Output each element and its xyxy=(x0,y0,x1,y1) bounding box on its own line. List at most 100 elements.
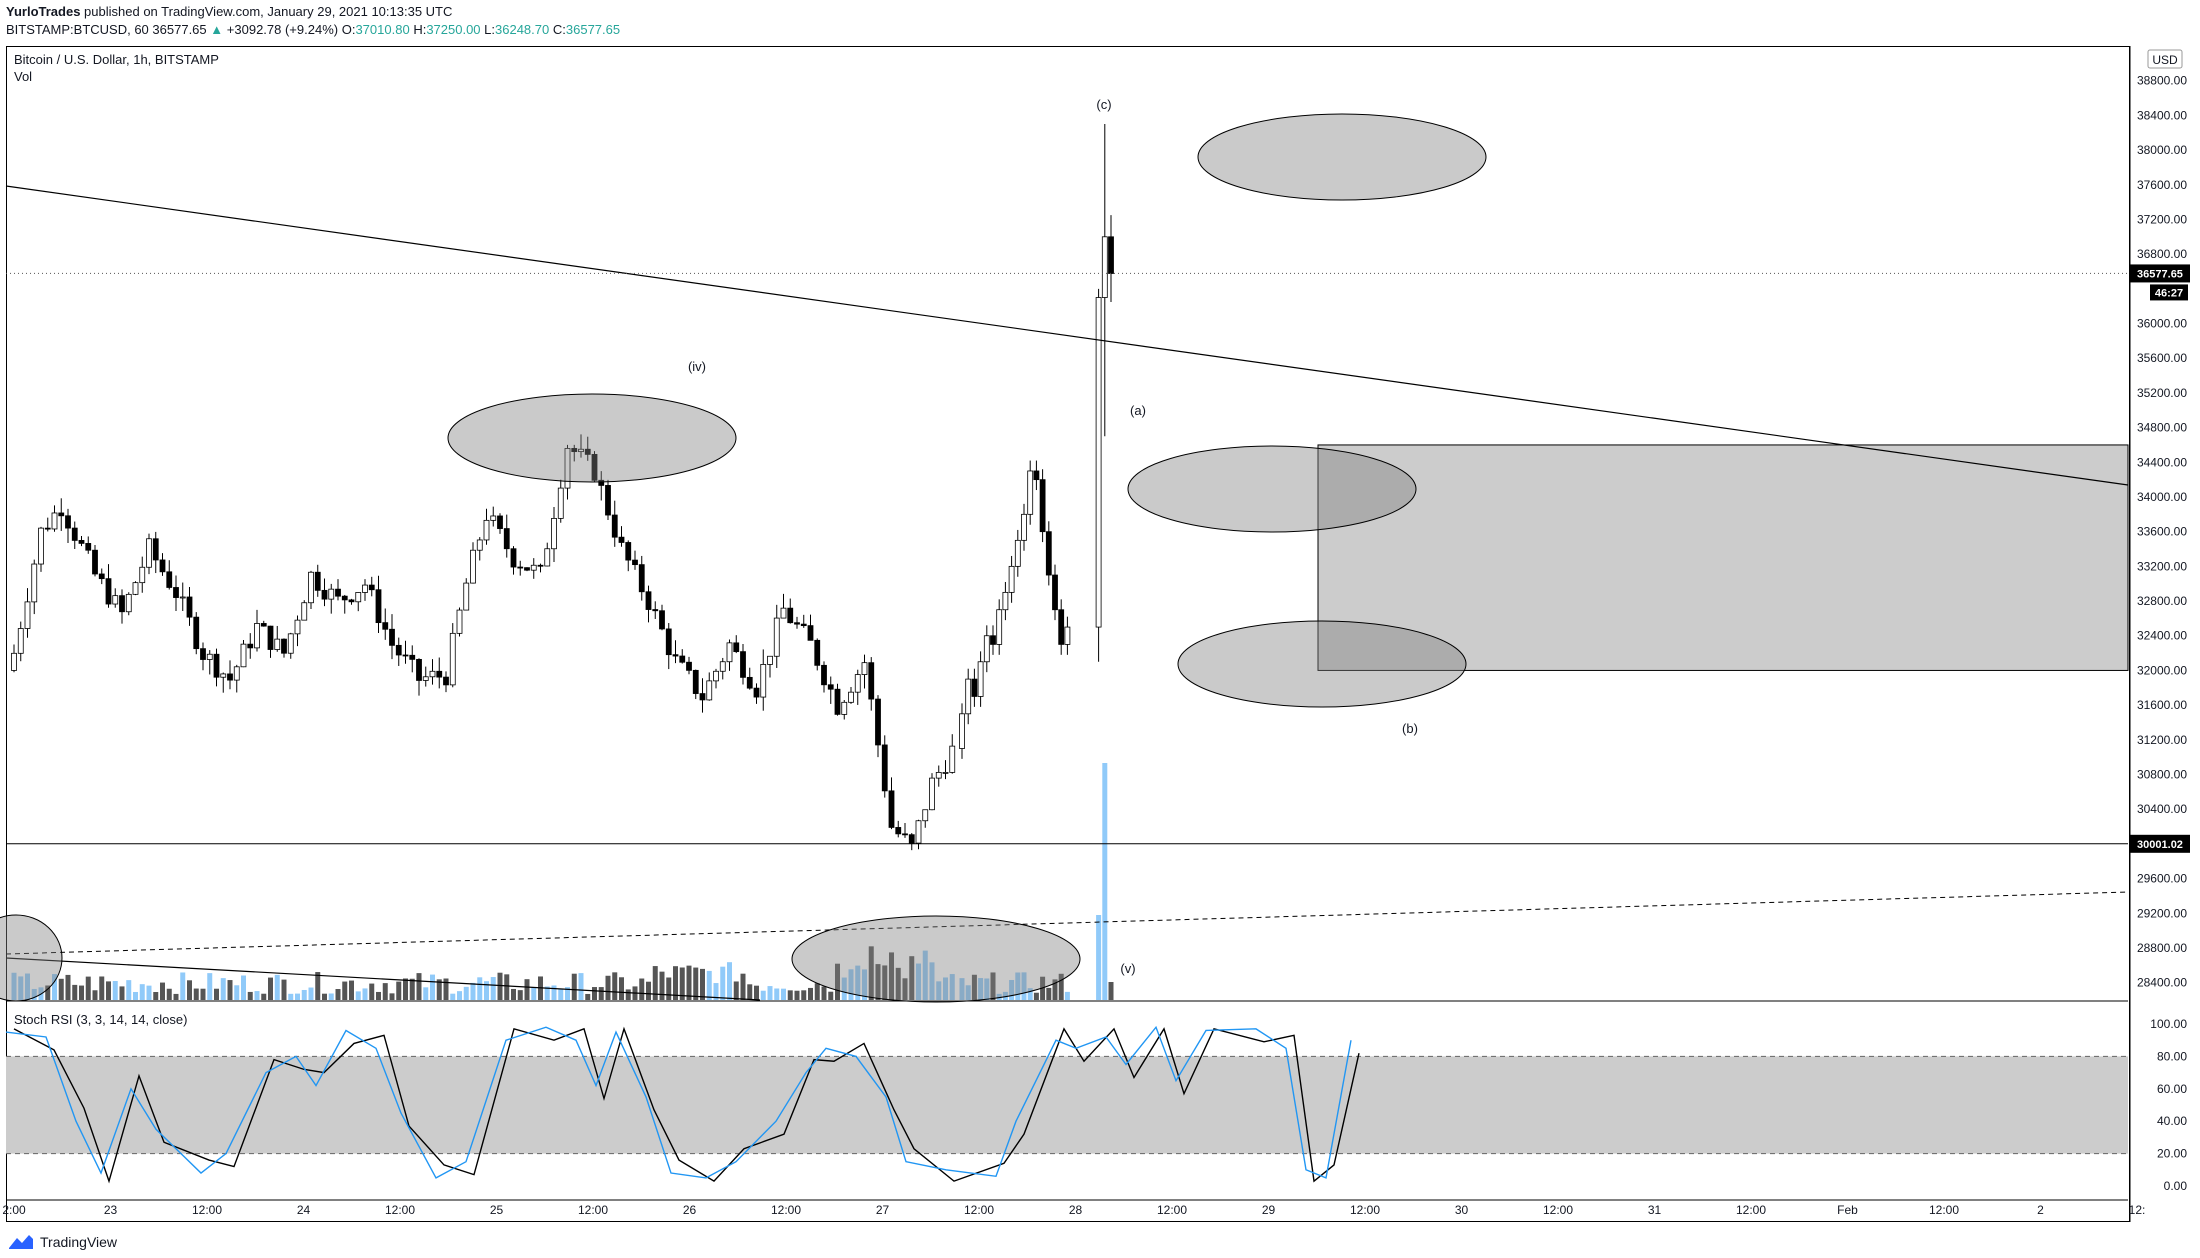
candle-up xyxy=(470,549,476,584)
volume-bar-down xyxy=(200,988,206,1000)
candle-down xyxy=(827,684,834,690)
candle-down xyxy=(78,540,85,544)
volume-bar-up xyxy=(943,977,948,1000)
candle-up xyxy=(959,713,965,749)
time-tick-label: 12:00 xyxy=(1543,1203,1573,1217)
volume-bar-down xyxy=(409,978,415,1000)
volume-bar-down xyxy=(612,972,618,1000)
volume-bar-up xyxy=(1064,991,1070,1000)
price-tick-label: 29200.00 xyxy=(2137,906,2187,920)
price-tick-label: 34400.00 xyxy=(2137,455,2187,469)
volume-bar-up xyxy=(720,966,726,1000)
candle-down xyxy=(335,588,341,597)
volume-bar-up xyxy=(1027,988,1033,1000)
candle-down xyxy=(746,676,753,689)
price-tick-label: 32800.00 xyxy=(2137,594,2187,608)
volume-bar-down xyxy=(875,964,881,1000)
candle-down xyxy=(382,622,389,630)
price-tick-label: 36000.00 xyxy=(2137,317,2187,331)
time-tick-label: 12:00 xyxy=(771,1203,801,1217)
volume-bar-down xyxy=(119,986,125,1000)
volume-bar-up xyxy=(31,988,37,1000)
volume-group xyxy=(11,763,1114,1000)
footer-brand[interactable]: TradingView xyxy=(8,1234,117,1250)
volume-bar-up xyxy=(1002,991,1008,1000)
candle-up xyxy=(456,609,463,634)
volume-bar-down xyxy=(700,968,705,1000)
author-name[interactable]: YurloTrades xyxy=(6,4,81,19)
volume-bar-up xyxy=(450,993,456,1000)
level-price-badge xyxy=(2130,834,2190,853)
volume-bar-up xyxy=(949,974,955,1000)
candle-down xyxy=(800,623,807,627)
time-tick-label: 12: xyxy=(2129,1203,2146,1217)
candle-down xyxy=(753,687,760,698)
currency-badge xyxy=(2147,49,2183,69)
candle-down xyxy=(281,638,287,654)
volume-bar-up xyxy=(355,991,361,1000)
volume-bar-down xyxy=(45,985,51,1000)
candle-up xyxy=(996,609,1003,645)
volume-bar-up xyxy=(706,970,712,1000)
candle-down xyxy=(503,528,510,550)
volume-bar-up xyxy=(996,993,1002,1000)
candle-down xyxy=(807,625,814,641)
volume-bar-up xyxy=(220,978,226,1000)
highlight-ellipse xyxy=(1127,445,1417,533)
time-tick-label: 12:00 xyxy=(1157,1203,1187,1217)
volume-bar-down xyxy=(268,977,273,1000)
volume-bar-down xyxy=(740,973,746,1000)
candle-up xyxy=(848,691,854,703)
volume-bar-down xyxy=(524,979,530,1000)
stoch-tick-label: 20.00 xyxy=(2157,1147,2187,1161)
time-tick-label: 12:00 xyxy=(578,1203,608,1217)
candle-up xyxy=(922,809,929,822)
tradingview-logo-icon xyxy=(9,1235,33,1249)
candle-up xyxy=(206,653,213,660)
volume-bar-up xyxy=(52,974,57,1000)
volume-bar-up xyxy=(457,991,462,1000)
volume-bar-up xyxy=(126,980,132,1000)
candle-down xyxy=(659,610,665,630)
time-tick-label: 30 xyxy=(1455,1203,1469,1217)
ascending-dashed-trendline xyxy=(5,891,2129,955)
volume-bar-up xyxy=(959,978,965,1000)
volume-bar-up xyxy=(328,993,334,1000)
volume-bar-down xyxy=(585,993,591,1000)
candle-up xyxy=(308,571,314,604)
price-tick-label: 33600.00 xyxy=(2137,525,2187,539)
candle-up xyxy=(328,588,335,600)
volume-bar-up xyxy=(25,973,30,1000)
volume-bar-up xyxy=(848,969,854,1000)
candle-down xyxy=(159,559,166,573)
volume-legend: Vol xyxy=(14,69,32,84)
high-value: 37250.00 xyxy=(426,22,481,37)
volume-bar-up xyxy=(984,978,990,1000)
volume-bar-down xyxy=(382,983,388,1000)
volume-bar-down xyxy=(92,990,98,1000)
volume-bar-down xyxy=(592,987,597,1000)
candle-up xyxy=(1002,591,1009,611)
stoch-tick-label: 60.00 xyxy=(2157,1082,2187,1096)
candle-up xyxy=(1101,236,1108,298)
volume-bar-down xyxy=(909,956,915,1000)
currency-label: USD xyxy=(2152,53,2178,67)
price-tick-label: 37200.00 xyxy=(2137,212,2187,226)
candle-up xyxy=(139,566,146,584)
candle-down xyxy=(971,678,978,697)
volume-bar-up xyxy=(862,969,867,1000)
volume-bar-up xyxy=(922,950,928,1000)
volume-bar-down xyxy=(1108,982,1114,1000)
price-tick-label: 30400.00 xyxy=(2137,802,2187,816)
candle-up xyxy=(854,674,861,693)
candle-up xyxy=(965,678,972,715)
candle-down xyxy=(368,584,375,591)
stoch-tick-label: 80.00 xyxy=(2157,1049,2187,1063)
time-tick-label: 29 xyxy=(1262,1203,1276,1217)
low-label: L: xyxy=(484,22,496,37)
volume-bar-down xyxy=(971,974,977,1000)
volume-bar-up xyxy=(133,991,138,1000)
candle-up xyxy=(287,633,294,654)
volume-bar-up xyxy=(551,985,557,1000)
